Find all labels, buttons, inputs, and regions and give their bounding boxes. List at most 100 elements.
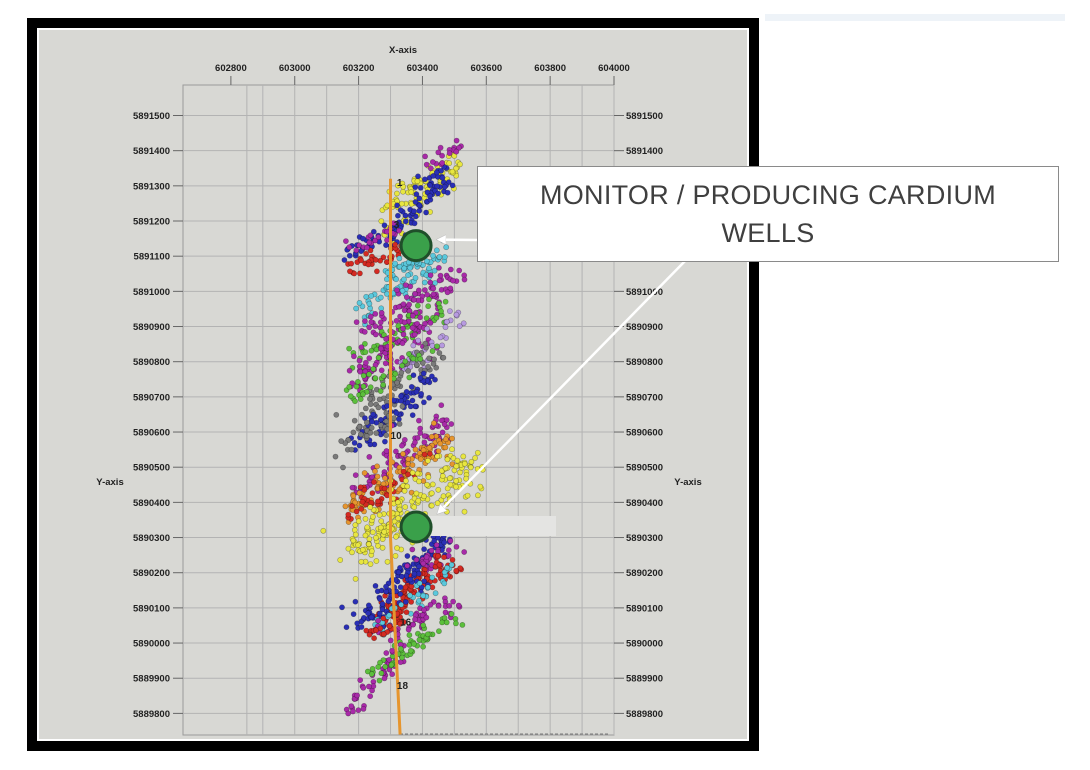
event-point <box>394 379 400 386</box>
event-point <box>400 450 406 457</box>
event-point <box>405 351 412 357</box>
event-point <box>395 322 402 329</box>
well-path <box>389 178 402 735</box>
event-point <box>421 287 428 293</box>
y-tick-label-left: 5890900 <box>133 322 170 333</box>
event-point <box>347 393 354 400</box>
event-point <box>423 258 430 265</box>
event-point <box>410 641 417 647</box>
event-point <box>402 358 409 365</box>
event-point <box>390 415 397 421</box>
event-point <box>401 265 408 272</box>
y-tick-label-right: 5890600 <box>626 428 663 439</box>
event-point <box>360 684 367 691</box>
event-point <box>376 396 383 403</box>
event-point <box>361 486 368 493</box>
event-point <box>438 467 445 474</box>
event-point <box>360 706 367 712</box>
event-point <box>392 553 399 559</box>
event-point <box>405 367 412 374</box>
event-point <box>363 419 370 426</box>
event-point <box>358 624 365 630</box>
event-point <box>408 599 415 605</box>
event-point <box>450 455 457 462</box>
event-point <box>386 612 393 619</box>
event-point <box>412 616 418 623</box>
event-point <box>371 635 377 642</box>
event-point <box>400 188 406 195</box>
event-point <box>448 562 455 568</box>
event-point <box>410 208 417 215</box>
event-point <box>397 591 404 597</box>
event-point <box>442 436 449 443</box>
event-point <box>421 607 427 613</box>
event-point <box>457 565 464 571</box>
event-point <box>351 417 358 424</box>
x-tick-label: 603400 <box>407 63 439 74</box>
event-point <box>430 291 437 298</box>
background-strip <box>765 14 1065 21</box>
event-point <box>409 546 416 553</box>
event-point <box>441 615 448 621</box>
event-point <box>453 148 460 155</box>
event-point <box>453 543 460 550</box>
event-point <box>433 314 440 321</box>
event-point <box>379 601 386 607</box>
event-point <box>441 554 447 561</box>
event-point <box>423 554 430 560</box>
event-point <box>404 483 411 490</box>
stage-label-layer: 1 3 10 16 18 <box>391 178 412 692</box>
event-point <box>366 239 373 246</box>
event-point <box>407 403 414 410</box>
event-point <box>351 439 358 446</box>
event-point <box>367 401 374 408</box>
event-point <box>461 276 468 283</box>
event-point <box>438 308 444 315</box>
y-tick-label-left: 5890600 <box>133 428 170 439</box>
event-point <box>415 173 421 180</box>
event-point <box>378 218 385 224</box>
event-point <box>424 631 431 638</box>
event-point <box>372 534 379 541</box>
event-point <box>411 220 418 227</box>
event-point <box>345 511 352 518</box>
event-point <box>342 503 349 510</box>
event-point <box>420 643 426 650</box>
event-point <box>375 664 382 670</box>
event-point <box>417 425 424 432</box>
y-tick-label-left: 5889800 <box>133 709 170 720</box>
stage-label: 1 <box>397 178 403 189</box>
event-point <box>455 602 462 609</box>
event-point <box>393 410 400 416</box>
event-point <box>417 184 424 191</box>
event-point <box>439 159 446 166</box>
event-point <box>366 631 373 638</box>
event-point <box>358 505 365 512</box>
event-point <box>372 323 379 330</box>
event-point <box>452 483 459 490</box>
event-point <box>343 624 350 631</box>
event-point <box>457 469 463 476</box>
event-point <box>447 538 454 544</box>
event-point <box>359 303 366 310</box>
event-point <box>435 149 442 156</box>
callout-arrow-lower <box>438 257 689 513</box>
event-point <box>420 622 427 629</box>
event-point <box>362 516 369 522</box>
event-point <box>398 393 404 400</box>
event-point <box>401 487 408 494</box>
event-point <box>348 446 355 453</box>
event-point <box>383 448 390 454</box>
event-point <box>432 590 439 597</box>
event-point <box>427 319 434 326</box>
y-tick-label-right: 5890200 <box>626 568 663 579</box>
event-point <box>412 213 419 220</box>
event-point <box>398 200 405 207</box>
x-tick-label: 604000 <box>598 63 630 74</box>
event-point <box>403 294 410 301</box>
event-point <box>440 354 447 361</box>
event-point <box>443 318 450 325</box>
event-point <box>412 439 418 446</box>
event-point <box>383 228 390 235</box>
